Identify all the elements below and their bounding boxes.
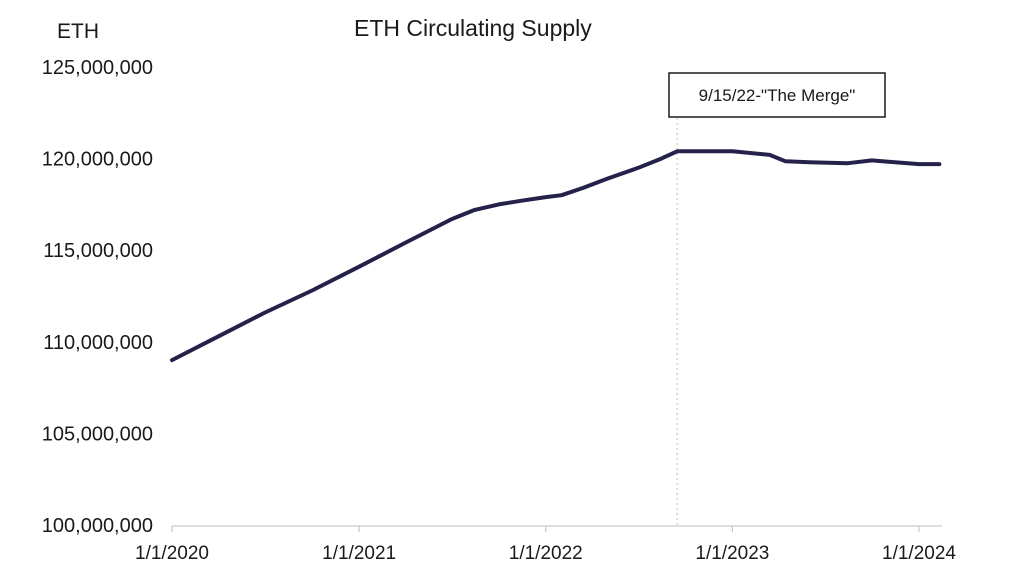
x-tick-label: 1/1/2022 xyxy=(509,543,583,564)
x-tick-label: 1/1/2020 xyxy=(135,543,209,564)
y-axis-ticks: 100,000,000 105,000,000 110,000,000 115,000… xyxy=(42,57,153,537)
y-axis-label: ETH xyxy=(57,20,99,43)
series-layer xyxy=(170,149,942,363)
x-axis: 1/1/2020 1/1/2021 1/1/2022 1/1/2023 1/1/2024 xyxy=(135,525,956,564)
y-tick-label: 100,000,000 xyxy=(42,515,153,537)
x-tick-label: 1/1/2024 xyxy=(882,543,956,564)
y-tick-label: 105,000,000 xyxy=(42,423,153,445)
merge-callout-label: 9/15/22-"The Merge" xyxy=(699,86,856,105)
chart-title: ETH Circulating Supply xyxy=(354,15,592,41)
eth-supply-line xyxy=(170,149,942,363)
x-tick-label: 1/1/2023 xyxy=(695,543,769,564)
y-tick-label: 115,000,000 xyxy=(43,240,153,262)
x-tick-label: 1/1/2021 xyxy=(322,543,396,564)
y-tick-label: 120,000,000 xyxy=(42,149,153,171)
y-tick-label: 125,000,000 xyxy=(42,57,153,79)
merge-callout-box xyxy=(668,72,886,118)
y-tick-label: 110,000,000 xyxy=(43,332,153,354)
merge-annotation: 9/15/22-"The Merge" xyxy=(668,72,886,525)
